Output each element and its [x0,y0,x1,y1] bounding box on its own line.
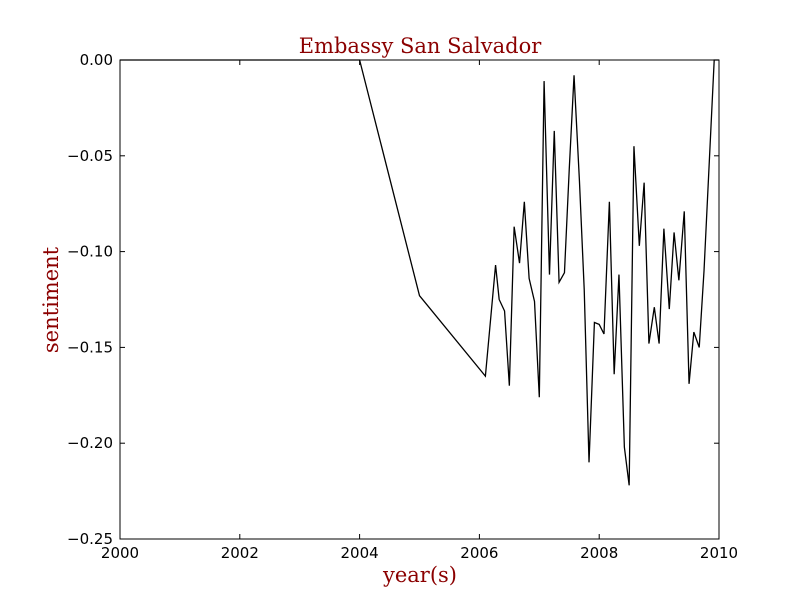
x-axis-label: year(s) [382,563,457,587]
x-tick-label: 2010 [700,544,738,562]
y-tick-label: −0.10 [67,243,113,261]
x-axis: 2000 2002 2004 2006 2008 2010 [101,60,738,562]
x-tick-label: 2006 [460,544,498,562]
y-tick-label: −0.20 [67,434,113,452]
chart-title: Embassy San Salvador [299,34,542,58]
x-tick-label: 2000 [101,544,139,562]
series-line-0 [120,59,719,486]
y-axis: 0.00 −0.05 −0.10 −0.15 −0.20 −0.25 [67,51,719,548]
y-tick-label: −0.05 [67,147,113,165]
plot-frame [119,59,720,540]
y-tick-label: −0.15 [67,338,113,356]
x-tick-label: 2008 [580,544,618,562]
x-tick-label: 2004 [341,544,379,562]
y-axis-label: sentiment [39,246,63,353]
x-tick-label: 2002 [221,544,259,562]
y-tick-label: −0.25 [67,530,113,548]
plot-area [120,59,719,486]
y-tick-label: 0.00 [80,51,113,69]
